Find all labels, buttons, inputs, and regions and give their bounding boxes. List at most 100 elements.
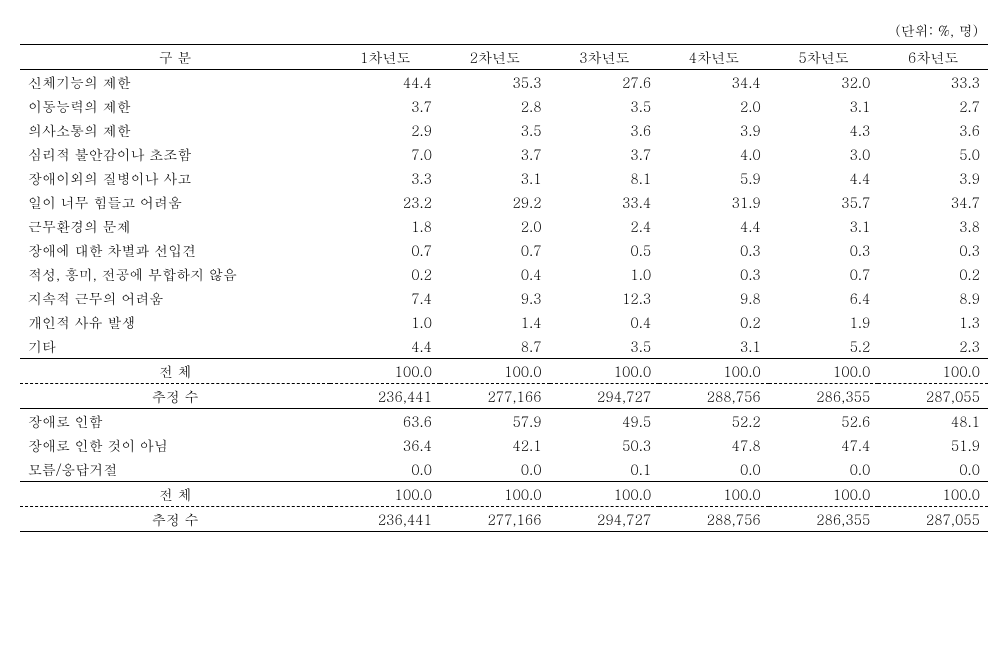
cell: 2.0: [440, 214, 550, 238]
cell: 5.9: [659, 166, 769, 190]
row-label: 장애로 인함: [20, 409, 330, 434]
table-row: 모름/응답거절0.00.00.10.00.00.0: [20, 457, 988, 482]
table-header-row: 구 분 1차년도 2차년도 3차년도 4차년도 5차년도 6차년도: [20, 45, 988, 70]
cell: 1.0: [330, 310, 440, 334]
cell: 3.1: [440, 166, 550, 190]
cell: 0.4: [440, 262, 550, 286]
table-row: 기타4.48.73.53.15.22.3: [20, 334, 988, 359]
cell: 8.9: [878, 286, 988, 310]
cell: 1.9: [769, 310, 879, 334]
cell: 32.0: [769, 70, 879, 95]
cell: 29.2: [440, 190, 550, 214]
cell: 36.4: [330, 433, 440, 457]
row-label: 모름/응답거절: [20, 457, 330, 482]
cell: 31.9: [659, 190, 769, 214]
cell: 1.0: [550, 262, 660, 286]
cell: 9.8: [659, 286, 769, 310]
header-year-2: 2차년도: [440, 45, 550, 70]
cell: 7.4: [330, 286, 440, 310]
table-row: 지속적 근무의 어려움7.49.312.39.86.48.9: [20, 286, 988, 310]
cell: 0.2: [330, 262, 440, 286]
cell: 100.0: [769, 482, 879, 507]
cell: 34.4: [659, 70, 769, 95]
cell: 63.6: [330, 409, 440, 434]
cell: 33.4: [550, 190, 660, 214]
table-row: 적성, 흥미, 전공에 부합하지 않음0.20.41.00.30.70.2: [20, 262, 988, 286]
cell: 3.9: [878, 166, 988, 190]
row-label: 개인적 사유 발생: [20, 310, 330, 334]
cell: 286,355: [769, 384, 879, 409]
cell: 1.3: [878, 310, 988, 334]
cell: 288,756: [659, 384, 769, 409]
cell: 2.9: [330, 118, 440, 142]
cell: 0.3: [659, 262, 769, 286]
table-row: 장애로 인한 것이 아님36.442.150.347.847.451.9: [20, 433, 988, 457]
row-label: 장애로 인한 것이 아님: [20, 433, 330, 457]
row-label: 의사소통의 제한: [20, 118, 330, 142]
cell: 5.0: [878, 142, 988, 166]
cell: 100.0: [659, 482, 769, 507]
cell: 3.8: [878, 214, 988, 238]
table-row: 장애로 인함63.657.949.552.252.648.1: [20, 409, 988, 434]
cell: 23.2: [330, 190, 440, 214]
cell: 3.3: [330, 166, 440, 190]
cell: 47.8: [659, 433, 769, 457]
cell: 3.6: [550, 118, 660, 142]
cell: 35.7: [769, 190, 879, 214]
cell: 52.6: [769, 409, 879, 434]
cell: 100.0: [330, 359, 440, 384]
cell: 0.7: [440, 238, 550, 262]
row-label: 일이 너무 힘들고 어려움: [20, 190, 330, 214]
cell: 100.0: [878, 482, 988, 507]
cell: 294,727: [550, 507, 660, 532]
cell: 35.3: [440, 70, 550, 95]
cell: 5.2: [769, 334, 879, 359]
cell: 49.5: [550, 409, 660, 434]
total-row: 전 체100.0100.0100.0100.0100.0100.0: [20, 359, 988, 384]
row-label: 지속적 근무의 어려움: [20, 286, 330, 310]
table-row: 심리적 불안감이나 초조함7.03.73.74.03.05.0: [20, 142, 988, 166]
cell: 0.7: [330, 238, 440, 262]
header-year-3: 3차년도: [550, 45, 660, 70]
row-label: 적성, 흥미, 전공에 부합하지 않음: [20, 262, 330, 286]
cell: 57.9: [440, 409, 550, 434]
cell: 100.0: [330, 482, 440, 507]
cell: 0.3: [769, 238, 879, 262]
table-row: 신체기능의 제한44.435.327.634.432.033.3: [20, 70, 988, 95]
cell: 2.8: [440, 94, 550, 118]
cell: 4.3: [769, 118, 879, 142]
cell: 48.1: [878, 409, 988, 434]
cell: 0.3: [659, 238, 769, 262]
cell: 100.0: [659, 359, 769, 384]
cell: 100.0: [769, 359, 879, 384]
cell: 8.7: [440, 334, 550, 359]
cell: 8.1: [550, 166, 660, 190]
cell: 33.3: [878, 70, 988, 95]
cell: 3.1: [659, 334, 769, 359]
cell: 47.4: [769, 433, 879, 457]
cell: 287,055: [878, 384, 988, 409]
header-year-1: 1차년도: [330, 45, 440, 70]
cell: 12.3: [550, 286, 660, 310]
header-category: 구 분: [20, 45, 330, 70]
row-label: 장애에 대한 차별과 선입견: [20, 238, 330, 262]
table-row: 개인적 사유 발생1.01.40.40.21.91.3: [20, 310, 988, 334]
cell: 294,727: [550, 384, 660, 409]
cell: 4.4: [659, 214, 769, 238]
cell: 0.7: [769, 262, 879, 286]
table-row: 의사소통의 제한2.93.53.63.94.33.6: [20, 118, 988, 142]
cell: 286,355: [769, 507, 879, 532]
cell: 52.2: [659, 409, 769, 434]
cell: 3.7: [550, 142, 660, 166]
cell: 100.0: [440, 359, 550, 384]
cell: 9.3: [440, 286, 550, 310]
cell: 277,166: [440, 384, 550, 409]
cell: 3.6: [878, 118, 988, 142]
cell: 277,166: [440, 507, 550, 532]
cell: 4.4: [330, 334, 440, 359]
table-row: 장애에 대한 차별과 선입견0.70.70.50.30.30.3: [20, 238, 988, 262]
cell: 0.2: [878, 262, 988, 286]
estimate-row: 추정 수236,441277,166294,727288,756286,3552…: [20, 384, 988, 409]
section2-body: 장애로 인함63.657.949.552.252.648.1 장애로 인한 것이…: [20, 409, 988, 532]
row-label: 추정 수: [20, 507, 330, 532]
